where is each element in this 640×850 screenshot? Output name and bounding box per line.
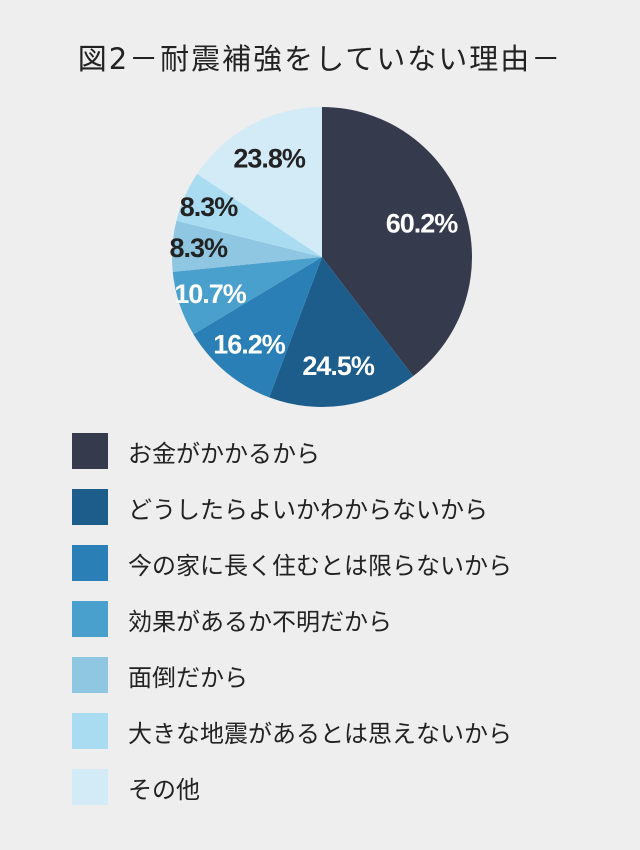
legend-swatch <box>72 601 108 637</box>
legend-label: 今の家に長く住むとは限らないから <box>128 551 512 580</box>
legend-swatch <box>72 545 108 581</box>
legend-item: 今の家に長く住むとは限らないから <box>72 544 612 582</box>
legend-swatch <box>72 433 108 469</box>
legend-item: お金がかかるから <box>72 432 612 470</box>
pie-chart: 60.2% 24.5% 16.2% 10.7% 8.3% 8.3% 23.8% <box>170 107 473 407</box>
pie-slice-5 <box>172 220 322 272</box>
legend-swatch <box>72 769 108 805</box>
legend-swatch <box>72 657 108 693</box>
pie-slice-3 <box>193 257 322 398</box>
chart-title: 図2－耐震補強をしていない理由－ <box>77 42 563 76</box>
pie-data-labels: 60.2% 24.5% 16.2% 10.7% 8.3% 8.3% 23.8% <box>170 143 460 381</box>
pie-slice-2 <box>269 257 414 407</box>
legend-swatch <box>72 713 108 749</box>
data-label-1: 60.2% <box>386 208 459 238</box>
pie-slice-7 <box>197 107 322 257</box>
legend-label: 面倒だから <box>128 663 248 692</box>
legend-item: 面倒だから <box>72 656 612 694</box>
data-label-5: 8.3% <box>170 233 229 263</box>
legend: お金がかかるからどうしたらよいかわからないから 今の家に長く住むとは限らないから効… <box>72 432 612 824</box>
data-label-3: 16.2% <box>213 330 286 360</box>
pie-slices <box>172 107 473 407</box>
legend-label: 効果があるか不明だから <box>128 607 392 636</box>
data-label-2: 24.5% <box>302 351 375 381</box>
legend-item: 大きな地震があるとは思えないから <box>72 712 612 750</box>
data-label-7: 23.8% <box>233 143 306 173</box>
legend-item: 効果があるか不明だから <box>72 600 612 638</box>
pie-slice-1 <box>322 107 473 377</box>
legend-label: お金がかかるから <box>128 439 320 468</box>
data-label-4: 10.7% <box>174 279 247 309</box>
legend-item: どうしたらよいかわからないから <box>72 488 612 526</box>
pie-slice-6 <box>176 173 322 257</box>
pie-slice-4 <box>172 257 322 335</box>
legend-swatch <box>72 489 108 525</box>
legend-label: その他 <box>128 775 200 804</box>
data-label-6: 8.3% <box>180 192 239 222</box>
legend-label: どうしたらよいかわからないから <box>128 495 488 524</box>
legend-item: その他 <box>72 768 612 806</box>
legend-label: 大きな地震があるとは思えないから <box>128 719 512 748</box>
